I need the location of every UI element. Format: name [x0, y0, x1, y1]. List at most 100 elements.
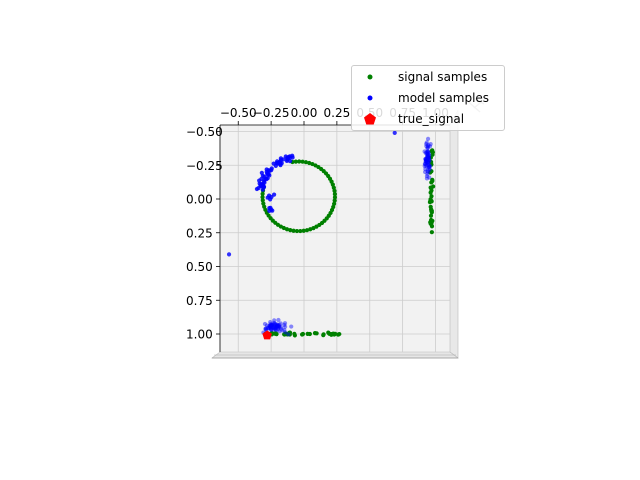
signal-sample-point — [429, 194, 434, 199]
signal-sample-point — [260, 191, 265, 197]
model-sample-point — [276, 326, 281, 331]
model-sample-point — [268, 322, 273, 327]
model-sample-point — [426, 150, 431, 156]
signal-sample-point — [332, 192, 337, 197]
signal-sample-point — [304, 228, 310, 233]
model-sample-point — [425, 153, 430, 158]
model-sample-point — [278, 325, 283, 330]
model-sample-point — [425, 136, 431, 141]
model-sample-point — [267, 324, 272, 330]
model-sample-point — [425, 155, 430, 160]
model-sample-point — [264, 323, 270, 328]
signal-sample-point — [303, 160, 309, 165]
model-sample-point — [269, 324, 275, 329]
model-sample-point — [424, 150, 429, 155]
model-sample-point — [290, 153, 295, 158]
signal-sample-point — [311, 226, 316, 231]
signal-sample-point — [260, 195, 265, 200]
legend-item-signal-samples: signal samples — [360, 68, 487, 86]
signal-sample-point — [298, 228, 303, 234]
model-sample-point — [426, 149, 431, 154]
model-sample-point — [273, 321, 278, 326]
model-sample-point — [273, 324, 278, 329]
model-sample-point — [271, 320, 276, 325]
model-sample-point — [282, 322, 287, 328]
model-sample-point — [427, 156, 432, 161]
signal-sample-point — [332, 188, 337, 193]
model-sample-point — [423, 158, 428, 163]
model-sample-point — [269, 322, 274, 327]
y-tick-label: 0.50 — [186, 260, 213, 274]
model-sample-point — [427, 163, 432, 168]
legend: signal samples model samples true_signal — [351, 65, 505, 131]
model-sample-point — [423, 157, 428, 162]
model-sample-point — [425, 171, 430, 177]
model-sample-point — [425, 145, 430, 150]
model-sample-point — [289, 324, 294, 329]
signal-sample-point — [331, 185, 336, 190]
signal-sample-point — [305, 331, 310, 336]
model-sample-point — [424, 173, 430, 179]
model-sample-point — [424, 141, 429, 147]
model-sample-point — [283, 324, 288, 329]
model-sample-point — [392, 130, 397, 135]
signal-sample-point — [308, 227, 313, 232]
signal-sample-point — [321, 332, 326, 337]
model-sample-point — [268, 320, 273, 325]
signal-sample-point — [429, 159, 434, 165]
model-sample-point — [265, 171, 270, 176]
y-tick-label: 0.75 — [186, 294, 213, 308]
y-tick-label: −0.25 — [186, 159, 223, 173]
y-tick-label: 1.00 — [186, 328, 213, 342]
model-sample-point — [276, 324, 281, 329]
model-sample-point — [424, 158, 429, 163]
model-sample-point — [268, 323, 274, 328]
model-sample-point — [273, 326, 278, 332]
model-sample-point — [425, 160, 431, 165]
model-sample-point — [226, 252, 232, 257]
model-sample-point — [422, 161, 427, 167]
axes — [212, 124, 458, 359]
model-sample-point — [426, 144, 431, 149]
data-points — [226, 130, 436, 340]
model-sample-point — [427, 158, 432, 163]
model-sample-point — [263, 326, 268, 331]
model-sample-point — [426, 156, 431, 161]
model-sample-point — [277, 329, 282, 334]
model-sample-point — [275, 323, 280, 329]
signal-sample-point — [294, 228, 300, 234]
model-sample-point — [271, 325, 276, 330]
model-sample-point — [274, 327, 279, 333]
model-sample-point — [274, 325, 279, 330]
model-sample-point — [260, 173, 265, 179]
model-sample-point — [423, 159, 428, 164]
signal-sample-point — [282, 332, 287, 337]
signal-sample-point — [428, 221, 433, 226]
signal-sample-point — [429, 198, 434, 203]
signal-sample-point — [300, 159, 305, 164]
model-sample-point — [275, 324, 281, 329]
model-sample-point — [268, 322, 274, 328]
model-sample-point — [426, 154, 431, 159]
legend-item-model-samples: model samples — [360, 89, 489, 107]
model-sample-point — [262, 321, 268, 327]
model-sample-point — [425, 153, 430, 159]
signal-sample-point — [293, 159, 298, 164]
signal-sample-point — [428, 204, 433, 209]
model-sample-point — [425, 149, 430, 154]
model-sample-point — [269, 323, 274, 328]
signal-sample-point — [330, 332, 335, 337]
true-signal-point — [262, 330, 272, 340]
model-sample-point — [280, 328, 285, 333]
model-sample-point — [267, 206, 272, 211]
model-sample-point — [425, 160, 430, 165]
model-sample-point — [425, 167, 430, 172]
signal-sample-point — [332, 198, 337, 203]
model-sample-point — [425, 146, 430, 151]
signal-sample-point — [299, 332, 305, 337]
model-sample-point — [425, 151, 430, 156]
signal-sample-point — [274, 332, 279, 337]
legend-label-true-signal: true_signal — [398, 112, 465, 126]
y-tick-label: 0.25 — [186, 226, 213, 240]
signal-sample-point — [301, 228, 306, 233]
